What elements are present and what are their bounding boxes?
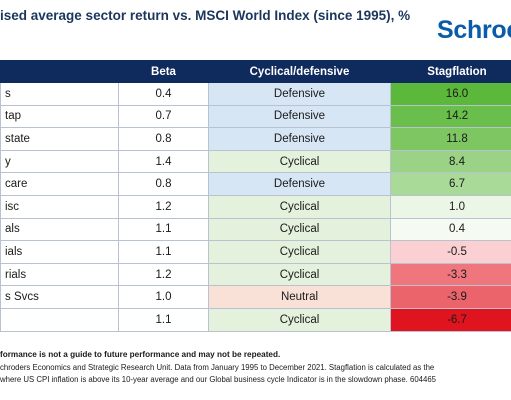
stagflation-cell: 16.0 (390, 82, 511, 106)
column-header-stagflation: Stagflation (390, 60, 511, 83)
table-row: als 1.1 Cyclical 0.4 (0, 217, 511, 242)
beta-cell: 1.2 (118, 194, 209, 219)
table-row: s 0.4 Defensive 16.0 (0, 82, 511, 106)
table-row: care 0.8 Defensive 6.7 (0, 172, 511, 196)
table-row: state 0.8 Defensive 11.8 (0, 127, 511, 151)
sector-cell: rials (0, 262, 119, 287)
beta-cell: 0.7 (118, 104, 209, 129)
beta-cell: 0.4 (118, 82, 209, 106)
stagflation-cell: 8.4 (390, 149, 511, 174)
sector-cell: als (0, 217, 119, 242)
table-row: rials 1.2 Cyclical -3.3 (0, 262, 511, 287)
beta-cell: 0.8 (118, 127, 209, 151)
beta-cell: 1.1 (118, 240, 209, 264)
sector-cell: ials (0, 240, 119, 264)
sector-cell (0, 307, 119, 332)
stagflation-cell: -6.7 (390, 307, 511, 332)
sector-return-table: Beta Cyclical/defensive Stagflation s 0.4… (0, 60, 511, 332)
stagflation-cell: 6.7 (390, 172, 511, 196)
beta-cell: 0.8 (118, 172, 209, 196)
source-note-line-2: where US CPI inflation is above its 10-y… (0, 375, 437, 384)
cyclical-cell: Neutral (208, 285, 391, 309)
sector-table-container: Beta Cyclical/defensive Stagflation s 0.4… (0, 60, 511, 334)
cyclical-cell: Defensive (208, 82, 391, 106)
cyclical-cell: Cyclical (208, 240, 391, 264)
sector-cell: tap (0, 104, 119, 129)
sector-cell: state (0, 127, 119, 151)
cyclical-cell: Cyclical (208, 194, 391, 219)
beta-cell: 1.4 (118, 149, 209, 174)
beta-cell: 1.2 (118, 262, 209, 287)
stagflation-cell: 14.2 (390, 104, 511, 129)
column-header-cyclical: Cyclical/defensive (208, 60, 391, 83)
sector-cell: s (0, 82, 119, 106)
cyclical-cell: Defensive (208, 127, 391, 151)
table-row: tap 0.7 Defensive 14.2 (0, 104, 511, 129)
cyclical-cell: Cyclical (208, 149, 391, 174)
stagflation-cell: 0.4 (390, 217, 511, 242)
schroders-logo: Schroc (437, 16, 511, 44)
chart-title: ised average sector return vs. MSCI Worl… (0, 8, 411, 23)
beta-cell: 1.0 (118, 285, 209, 309)
cyclical-cell: Cyclical (208, 217, 391, 242)
sector-cell: care (0, 172, 119, 196)
sector-cell: isc (0, 194, 119, 219)
sector-cell: y (0, 149, 119, 174)
table-body: s 0.4 Defensive 16.0 tap 0.7 Defensive 14.2 stat… (0, 82, 511, 332)
source-note-line-1: chroders Economics and Strategic Researc… (0, 363, 435, 372)
cyclical-cell: Cyclical (208, 262, 391, 287)
sector-cell: s Svcs (0, 285, 119, 309)
stagflation-cell: -3.3 (390, 262, 511, 287)
table-row: isc 1.2 Cyclical 1.0 (0, 194, 511, 219)
cyclical-cell: Cyclical (208, 307, 391, 332)
stagflation-cell: -3.9 (390, 285, 511, 309)
disclaimer-text: formance is not a guide to future perfor… (0, 350, 281, 359)
stagflation-cell: -0.5 (390, 240, 511, 264)
table-row: y 1.4 Cyclical 8.4 (0, 149, 511, 174)
table-header-row: Beta Cyclical/defensive Stagflation (0, 60, 511, 83)
table-row: ials 1.1 Cyclical -0.5 (0, 240, 511, 264)
beta-cell: 1.1 (118, 307, 209, 332)
table-row: s Svcs 1.0 Neutral -3.9 (0, 285, 511, 309)
column-header-sector (0, 60, 119, 83)
cyclical-cell: Defensive (208, 172, 391, 196)
stagflation-cell: 11.8 (390, 127, 511, 151)
cyclical-cell: Defensive (208, 104, 391, 129)
column-header-beta: Beta (118, 60, 209, 83)
table-row: 1.1 Cyclical -6.7 (0, 307, 511, 332)
beta-cell: 1.1 (118, 217, 209, 242)
stagflation-cell: 1.0 (390, 194, 511, 219)
